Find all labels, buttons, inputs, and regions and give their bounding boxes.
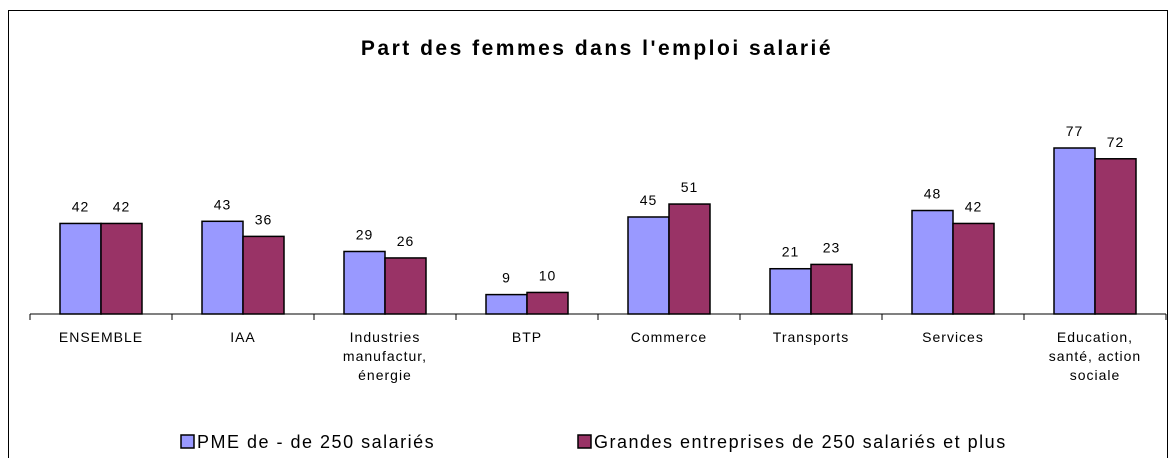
x-tick-label: ENSEMBLE xyxy=(59,329,143,345)
data-label: 9 xyxy=(502,270,511,286)
x-tick-label-line: Transports xyxy=(773,329,849,345)
x-tick-label: Commerce xyxy=(631,329,707,345)
bar xyxy=(59,222,102,315)
data-label: 42 xyxy=(113,198,131,214)
bar xyxy=(485,293,528,315)
x-tick-label: Services xyxy=(922,329,984,345)
bar xyxy=(1094,158,1137,315)
bar xyxy=(384,257,427,315)
bar xyxy=(810,263,853,315)
bar xyxy=(201,220,244,315)
chart-title: Part des femmes dans l'emploi salarié xyxy=(361,37,833,60)
data-label: 42 xyxy=(72,198,90,214)
bar xyxy=(100,222,143,315)
frame xyxy=(8,10,1168,458)
x-tick-label-line: BTP xyxy=(512,329,542,345)
legend-swatch xyxy=(180,434,195,449)
bar xyxy=(1053,147,1096,315)
bar xyxy=(769,267,812,315)
bar xyxy=(911,209,954,315)
x-tick-label-line: IAA xyxy=(230,329,256,345)
bar xyxy=(627,216,670,315)
data-label: 21 xyxy=(782,244,800,260)
x-tick-label: Education, santé, action sociale xyxy=(1049,329,1141,383)
data-label: 48 xyxy=(924,186,942,202)
legend-label: PME de - de 250 salariés xyxy=(197,432,435,452)
x-tick-label: BTP xyxy=(512,329,542,345)
data-label: 42 xyxy=(965,198,983,214)
x-tick-label: Industries manufactur, énergie xyxy=(343,329,427,383)
bar xyxy=(952,222,995,315)
bar xyxy=(668,203,711,315)
x-tick-label-line: Commerce xyxy=(631,329,707,345)
data-label: 29 xyxy=(356,226,374,242)
legend-label: Grandes entreprises de 250 salariés et p… xyxy=(594,432,1007,452)
data-label: 26 xyxy=(397,233,415,249)
x-tick-label: Transports xyxy=(773,329,849,345)
x-tick-label-line: manufactur, xyxy=(343,348,427,364)
x-tick-label-line: santé, action xyxy=(1049,348,1141,364)
data-label: 10 xyxy=(539,267,557,283)
data-label: 77 xyxy=(1066,123,1084,139)
data-label: 72 xyxy=(1107,134,1125,150)
bar xyxy=(526,291,569,315)
data-label: 45 xyxy=(640,192,658,208)
x-tick-label-line: Services xyxy=(922,329,984,345)
x-tick-label-line: sociale xyxy=(1070,367,1121,383)
data-label: 36 xyxy=(255,211,273,227)
x-tick-label-line: énergie xyxy=(358,367,412,383)
x-tick-label-line: Industries xyxy=(350,329,421,345)
x-tick-label-line: ENSEMBLE xyxy=(59,329,143,345)
x-tick-label-line: Education, xyxy=(1057,329,1133,345)
data-label: 43 xyxy=(214,196,232,212)
bar xyxy=(343,250,386,315)
bar xyxy=(242,235,285,315)
x-tick-label: IAA xyxy=(230,329,256,345)
data-label: 51 xyxy=(681,179,699,195)
legend-swatch xyxy=(577,434,592,449)
data-label: 23 xyxy=(823,239,841,255)
